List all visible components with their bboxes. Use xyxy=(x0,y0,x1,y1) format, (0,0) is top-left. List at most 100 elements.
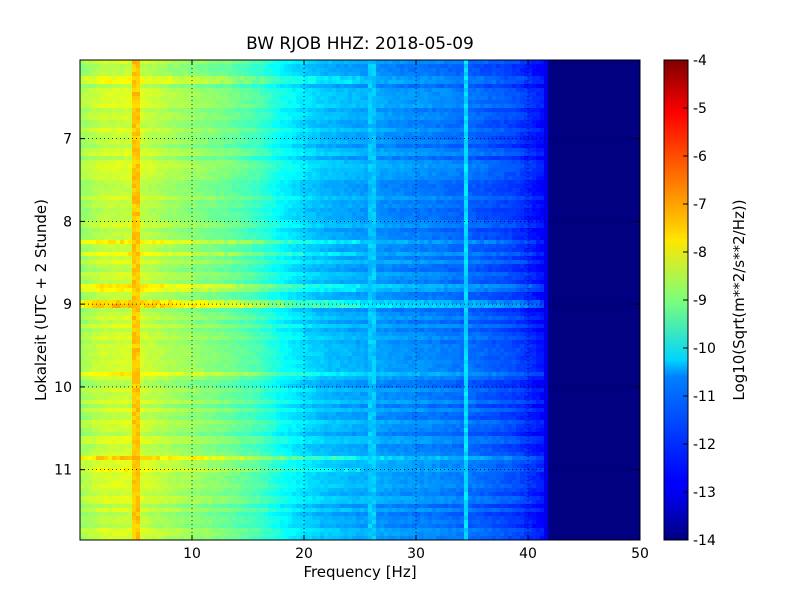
heatmap-cell xyxy=(428,196,433,201)
heatmap-cell xyxy=(348,104,353,109)
heatmap-cell xyxy=(100,136,105,141)
heatmap-cell xyxy=(636,120,640,125)
heatmap-cell xyxy=(408,140,413,145)
heatmap-cell xyxy=(240,80,245,85)
heatmap-cell xyxy=(316,100,321,105)
heatmap-cell xyxy=(592,168,597,173)
heatmap-cell xyxy=(216,148,221,153)
heatmap-cell xyxy=(440,152,445,157)
heatmap-cell xyxy=(208,140,213,145)
heatmap-cell xyxy=(216,60,221,65)
heatmap-cell xyxy=(96,64,101,69)
heatmap-cell xyxy=(176,80,181,85)
heatmap-cell xyxy=(464,76,469,81)
heatmap-cell xyxy=(536,152,541,157)
heatmap-cell xyxy=(560,112,565,117)
heatmap-cell xyxy=(284,156,289,161)
heatmap-cell xyxy=(456,132,461,137)
heatmap-cell xyxy=(384,168,389,173)
heatmap-cell xyxy=(600,148,605,153)
heatmap-cell xyxy=(232,68,237,73)
heatmap-cell xyxy=(92,192,97,197)
heatmap-cell xyxy=(108,64,113,69)
heatmap-cell xyxy=(416,92,421,97)
heatmap-cell xyxy=(492,92,497,97)
heatmap-cell xyxy=(372,72,377,77)
heatmap-cell xyxy=(372,172,377,177)
heatmap-cell xyxy=(84,192,89,197)
heatmap-cell xyxy=(304,164,309,169)
heatmap-cell xyxy=(296,180,301,185)
heatmap-cell xyxy=(484,96,489,101)
heatmap-cell xyxy=(112,68,117,73)
heatmap-cell xyxy=(460,152,465,157)
heatmap-cell xyxy=(472,64,477,69)
heatmap-cell xyxy=(328,184,333,189)
heatmap-cell xyxy=(144,188,149,193)
heatmap-cell xyxy=(564,112,569,117)
heatmap-cell xyxy=(568,80,573,85)
heatmap-cell xyxy=(200,116,205,121)
heatmap-cell xyxy=(588,76,593,81)
heatmap-cell xyxy=(516,60,521,65)
heatmap-cell xyxy=(544,112,549,117)
heatmap-cell xyxy=(412,124,417,129)
heatmap-cell xyxy=(304,176,309,181)
heatmap-cell xyxy=(636,72,640,77)
heatmap-cell xyxy=(172,168,177,173)
heatmap-cell xyxy=(544,116,549,121)
heatmap-cell xyxy=(84,100,89,105)
heatmap-cell xyxy=(592,88,597,93)
heatmap-cell xyxy=(268,60,273,65)
heatmap-cell xyxy=(356,176,361,181)
heatmap-cell xyxy=(240,156,245,161)
heatmap-cell xyxy=(124,164,129,169)
heatmap-cell xyxy=(248,192,253,197)
heatmap-cell xyxy=(288,164,293,169)
heatmap-cell xyxy=(388,60,393,65)
heatmap-cell xyxy=(372,116,377,121)
heatmap-cell xyxy=(164,188,169,193)
heatmap-cell xyxy=(84,152,89,157)
heatmap-cell xyxy=(548,108,553,113)
heatmap-cell xyxy=(452,116,457,121)
heatmap-cell xyxy=(460,64,465,69)
heatmap-cell xyxy=(604,76,609,81)
heatmap-cell xyxy=(120,176,125,181)
heatmap-cell xyxy=(104,132,109,137)
heatmap-cell xyxy=(504,76,509,81)
heatmap-cell xyxy=(408,116,413,121)
heatmap-cell xyxy=(472,176,477,181)
heatmap-cell xyxy=(612,156,617,161)
heatmap-cell xyxy=(192,180,197,185)
heatmap-cell xyxy=(456,168,461,173)
heatmap-cell xyxy=(612,176,617,181)
heatmap-cell xyxy=(528,192,533,197)
heatmap-cell xyxy=(540,84,545,89)
heatmap-cell xyxy=(572,84,577,89)
heatmap-cell xyxy=(112,168,117,173)
heatmap-cell xyxy=(376,120,381,125)
heatmap-cell xyxy=(232,176,237,181)
heatmap-cell xyxy=(92,112,97,117)
heatmap-cell xyxy=(532,124,537,129)
heatmap-cell xyxy=(312,124,317,129)
heatmap-cell xyxy=(488,104,493,109)
heatmap-cell xyxy=(428,128,433,133)
heatmap-cell xyxy=(444,152,449,157)
heatmap-cell xyxy=(404,124,409,129)
heatmap-cell xyxy=(600,160,605,165)
heatmap-cell xyxy=(484,188,489,193)
heatmap-cell xyxy=(212,88,217,93)
heatmap-cell xyxy=(620,60,625,65)
heatmap-cell xyxy=(156,76,161,81)
heatmap-cell xyxy=(292,88,297,93)
heatmap-cell xyxy=(432,60,437,65)
heatmap-cell xyxy=(484,152,489,157)
heatmap-cell xyxy=(144,180,149,185)
heatmap-cell xyxy=(284,184,289,189)
heatmap-cell xyxy=(352,64,357,69)
heatmap-cell xyxy=(196,108,201,113)
heatmap-cell xyxy=(516,72,521,77)
heatmap-cell xyxy=(544,64,549,69)
